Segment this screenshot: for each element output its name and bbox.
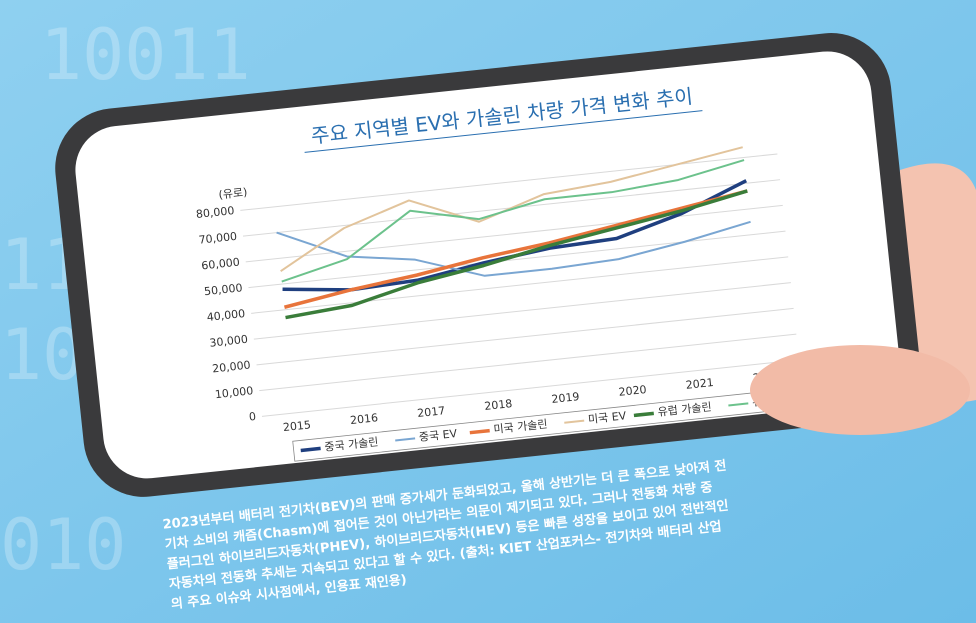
legend-label: 유럽 가솔린 (657, 399, 712, 419)
series-line (280, 146, 743, 273)
legend-swatch (728, 402, 749, 407)
grid-line (248, 230, 786, 289)
grid-line (256, 307, 794, 366)
grid-line (251, 256, 789, 314)
legend-label: 중국 EV (418, 427, 458, 444)
x-tick-label: 2017 (417, 404, 446, 420)
x-tick-label: 2016 (349, 411, 378, 427)
binary-decoration: 10011 11 10 010 (0, 14, 251, 586)
x-tick-label: 2015 (282, 418, 311, 434)
thumb (750, 345, 970, 435)
legend-label: 미국 EV (587, 409, 627, 426)
grid-line (261, 359, 800, 417)
series-line (285, 189, 748, 320)
y-tick-label: 60,000 (201, 256, 241, 273)
svg-text:010: 010 (0, 504, 126, 586)
grid-line (259, 333, 797, 392)
legend-swatch (300, 446, 321, 453)
legend-swatch (469, 428, 490, 435)
legend-swatch (564, 419, 585, 424)
y-tick-label: 70,000 (198, 230, 238, 247)
legend-swatch (395, 437, 416, 442)
series-line (283, 189, 748, 309)
y-tick-label: 10,000 (214, 384, 254, 401)
legend-label: 중국 가솔린 (324, 435, 379, 454)
y-tick-label: 0 (248, 410, 256, 424)
y-tick-label: 40,000 (206, 307, 246, 324)
title-underline (304, 110, 703, 153)
x-tick-label: 2019 (551, 390, 580, 406)
grid-line (240, 153, 778, 211)
x-tick-label: 2020 (618, 383, 647, 399)
y-axis-label: (유로) (218, 186, 248, 202)
x-tick-label: 2018 (484, 397, 513, 413)
series-line (281, 159, 745, 283)
svg-text:10: 10 (0, 314, 84, 396)
svg-text:10011: 10011 (40, 14, 251, 96)
legend-label: 미국 가솔린 (493, 418, 548, 437)
legend-swatch (633, 411, 654, 418)
series-line (276, 220, 751, 277)
x-tick-label: 2021 (685, 376, 714, 392)
grid-line (253, 282, 791, 340)
y-tick-label: 50,000 (203, 281, 243, 298)
y-tick-label: 30,000 (209, 333, 249, 350)
y-tick-label: 80,000 (195, 204, 235, 221)
y-tick-label: 20,000 (212, 359, 252, 376)
